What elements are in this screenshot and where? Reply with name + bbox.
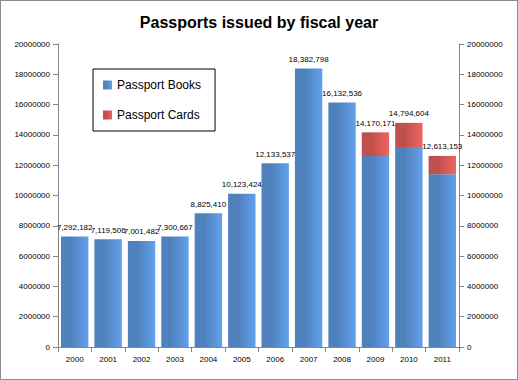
svg-text:6000000: 6000000 xyxy=(467,252,499,261)
svg-text:8000000: 8000000 xyxy=(19,221,51,230)
svg-text:2003: 2003 xyxy=(166,355,184,364)
svg-text:2000: 2000 xyxy=(66,355,84,364)
svg-text:2002: 2002 xyxy=(133,355,151,364)
svg-text:2001: 2001 xyxy=(99,355,117,364)
svg-text:16,132,536: 16,132,536 xyxy=(322,89,363,98)
svg-text:8000000: 8000000 xyxy=(467,221,499,230)
svg-text:18000000: 18000000 xyxy=(467,70,503,79)
svg-text:2007: 2007 xyxy=(300,355,318,364)
svg-text:Passport Books: Passport Books xyxy=(117,78,201,92)
svg-text:12,133,537: 12,133,537 xyxy=(255,150,296,159)
svg-text:2000000: 2000000 xyxy=(19,312,51,321)
svg-text:10000000: 10000000 xyxy=(14,191,50,200)
svg-text:Passports issued by fiscal yea: Passports issued by fiscal year xyxy=(140,14,378,31)
svg-text:2009: 2009 xyxy=(367,355,385,364)
svg-text:6000000: 6000000 xyxy=(19,252,51,261)
svg-text:4000000: 4000000 xyxy=(19,282,51,291)
svg-text:2005: 2005 xyxy=(233,355,251,364)
svg-text:16000000: 16000000 xyxy=(467,100,503,109)
svg-text:2004: 2004 xyxy=(199,355,217,364)
svg-text:18,382,798: 18,382,798 xyxy=(289,55,330,64)
svg-text:2000000: 2000000 xyxy=(467,312,499,321)
svg-text:2008: 2008 xyxy=(333,355,351,364)
svg-text:7,001,482: 7,001,482 xyxy=(124,227,160,236)
svg-text:7,292,182: 7,292,182 xyxy=(57,223,93,232)
svg-text:10,123,424: 10,123,424 xyxy=(222,180,263,189)
svg-text:2010: 2010 xyxy=(400,355,418,364)
svg-text:14,794,604: 14,794,604 xyxy=(389,109,430,118)
svg-text:14000000: 14000000 xyxy=(467,130,503,139)
svg-text:4000000: 4000000 xyxy=(467,282,499,291)
svg-text:8,825,410: 8,825,410 xyxy=(191,200,227,209)
svg-text:0: 0 xyxy=(46,343,51,352)
svg-text:10000000: 10000000 xyxy=(467,191,503,200)
svg-text:20000000: 20000000 xyxy=(467,40,503,49)
svg-text:12,613,153: 12,613,153 xyxy=(422,142,463,151)
svg-text:14,170,171: 14,170,171 xyxy=(355,119,396,128)
svg-text:Passport Cards: Passport Cards xyxy=(117,108,200,122)
svg-text:0: 0 xyxy=(467,343,472,352)
svg-text:14000000: 14000000 xyxy=(14,130,50,139)
svg-text:18000000: 18000000 xyxy=(14,70,50,79)
svg-text:20000000: 20000000 xyxy=(14,40,50,49)
svg-text:16000000: 16000000 xyxy=(14,100,50,109)
svg-text:12000000: 12000000 xyxy=(14,161,50,170)
svg-text:12000000: 12000000 xyxy=(467,161,503,170)
svg-text:7,300,667: 7,300,667 xyxy=(157,223,193,232)
svg-text:2011: 2011 xyxy=(434,355,452,364)
svg-text:2006: 2006 xyxy=(266,355,284,364)
svg-text:7,119,506: 7,119,506 xyxy=(91,226,127,235)
